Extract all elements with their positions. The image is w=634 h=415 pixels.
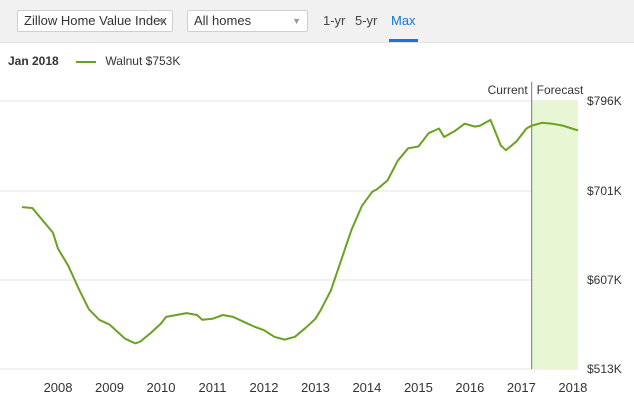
x-tick-label: 2014 bbox=[352, 380, 381, 395]
y-axis: $796K $701K $607K $513K bbox=[587, 94, 622, 376]
metric-select-value: Zillow Home Value Index bbox=[24, 13, 167, 28]
range-max-button[interactable]: Max bbox=[389, 0, 418, 42]
forecast-band bbox=[531, 101, 578, 369]
y-tick-label: $513K bbox=[587, 362, 622, 376]
x-tick-label: 2011 bbox=[198, 380, 226, 395]
y-tick-label: $796K bbox=[587, 94, 622, 108]
current-label: Current bbox=[488, 83, 529, 97]
x-tick-label: 2009 bbox=[95, 380, 124, 395]
legend-swatch bbox=[76, 60, 97, 63]
x-tick-label: 2012 bbox=[250, 380, 279, 395]
y-tick-label: $701K bbox=[587, 184, 622, 198]
chart-grid bbox=[0, 100, 578, 370]
chart-legend: Jan 2018 Walnut $753K bbox=[8, 54, 180, 68]
y-tick-label: $607K bbox=[587, 273, 622, 287]
chart-toolbar: Zillow Home Value Index ▼ All homes ▼ 1-… bbox=[0, 0, 634, 43]
forecast-label: Forecast bbox=[537, 83, 584, 97]
x-tick-label: 2015 bbox=[404, 380, 433, 395]
x-tick-label: 2008 bbox=[44, 380, 73, 395]
x-axis: 2008 2009 2010 2011 2012 2013 2014 2015 2016 2017… bbox=[44, 380, 588, 395]
x-tick-label: 2018 bbox=[558, 380, 587, 395]
x-tick-label: 2017 bbox=[507, 380, 536, 395]
x-tick-label: 2013 bbox=[301, 380, 330, 395]
range-1yr-button[interactable]: 1-yr bbox=[323, 13, 346, 28]
chevron-down-icon: ▼ bbox=[157, 16, 166, 26]
series-line-walnut bbox=[21, 118, 579, 345]
x-tick-label: 2016 bbox=[455, 380, 484, 395]
x-tick-label: 2010 bbox=[147, 380, 176, 395]
home-type-select-value: All homes bbox=[194, 13, 252, 28]
legend-date: Jan 2018 bbox=[8, 54, 59, 68]
chevron-down-icon: ▼ bbox=[292, 16, 301, 26]
legend-entry: Walnut $753K bbox=[105, 54, 181, 68]
home-type-select[interactable]: All homes ▼ bbox=[187, 10, 308, 32]
range-5yr-button[interactable]: 5-yr bbox=[355, 13, 378, 28]
metric-select[interactable]: Zillow Home Value Index ▼ bbox=[17, 10, 173, 32]
